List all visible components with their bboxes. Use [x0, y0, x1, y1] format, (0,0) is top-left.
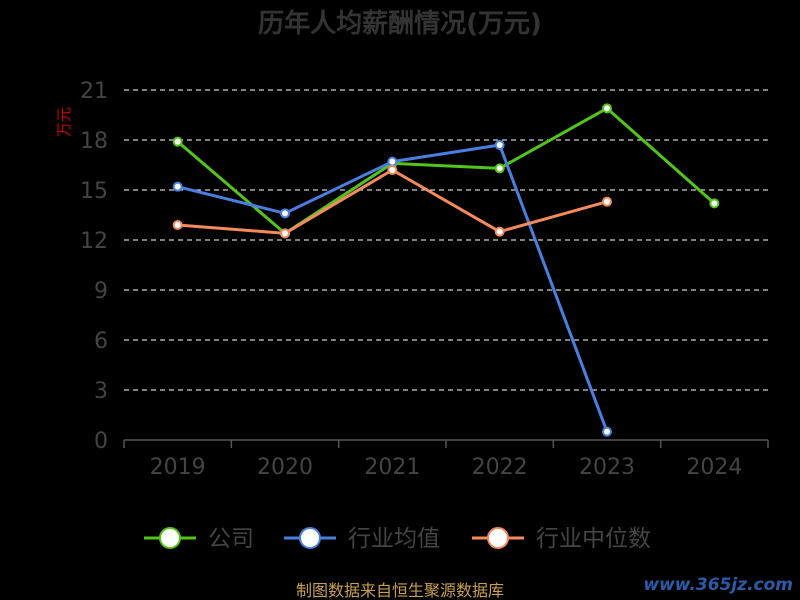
- source-note: 制图数据来自恒生聚源数据库: [296, 581, 504, 600]
- y-tick-label: 12: [80, 229, 108, 254]
- y-tick-label: 3: [94, 379, 108, 404]
- legend-marker: [487, 527, 509, 549]
- data-point[interactable]: [602, 196, 612, 207]
- data-point[interactable]: [280, 208, 290, 219]
- data-point[interactable]: [387, 156, 398, 167]
- data-point[interactable]: [494, 140, 505, 150]
- data-point[interactable]: [494, 163, 505, 174]
- legend-marker: [299, 527, 321, 549]
- legend[interactable]: 公司 行业均值 行业中位数: [144, 526, 651, 552]
- y-tick-label: 15: [80, 179, 108, 204]
- y-tick-label: 9: [94, 279, 108, 304]
- data-point[interactable]: [602, 426, 612, 437]
- data-point[interactable]: [280, 228, 290, 239]
- x-axis: 2019 2020 2021 2022 2023 2024: [123, 439, 769, 480]
- y-tick-label: 0: [94, 429, 108, 454]
- series-line: [176, 106, 716, 235]
- legend-item[interactable]: 公司: [144, 526, 254, 552]
- chart-title: 历年人均薪酬情况(万元): [258, 8, 542, 39]
- x-tick-label: 2024: [686, 455, 742, 480]
- x-tick-label: 2020: [257, 455, 313, 480]
- series-lines: [172, 103, 720, 437]
- x-tick-label: 2023: [579, 455, 635, 480]
- series-line: [177, 143, 609, 433]
- y-tick-label: 18: [80, 129, 108, 154]
- data-point[interactable]: [172, 136, 183, 147]
- data-point[interactable]: [172, 220, 183, 230]
- legend-item[interactable]: 行业中位数: [472, 526, 651, 552]
- legend-item[interactable]: 行业均值: [284, 526, 440, 552]
- legend-label: 行业中位数: [536, 526, 651, 552]
- legend-label: 行业均值: [348, 526, 440, 552]
- x-tick-label: 2021: [364, 455, 420, 480]
- data-point[interactable]: [172, 181, 183, 192]
- data-point[interactable]: [387, 165, 398, 175]
- data-point[interactable]: [709, 198, 720, 209]
- data-point[interactable]: [602, 103, 612, 114]
- legend-label: 公司: [208, 526, 254, 552]
- legend-marker: [159, 527, 181, 549]
- grid-lines: [124, 89, 768, 391]
- x-tick-label: 2022: [472, 455, 528, 480]
- y-tick-label: 21: [80, 79, 108, 104]
- y-axis-ticks: 0 3 6 9 12 15 18 21: [80, 79, 108, 454]
- x-tick-label: 2019: [150, 455, 206, 480]
- y-tick-label: 6: [94, 329, 108, 354]
- watermark: www.365jz.com: [643, 575, 793, 595]
- data-point[interactable]: [494, 226, 505, 237]
- y-axis-unit-label: 万元: [55, 107, 73, 137]
